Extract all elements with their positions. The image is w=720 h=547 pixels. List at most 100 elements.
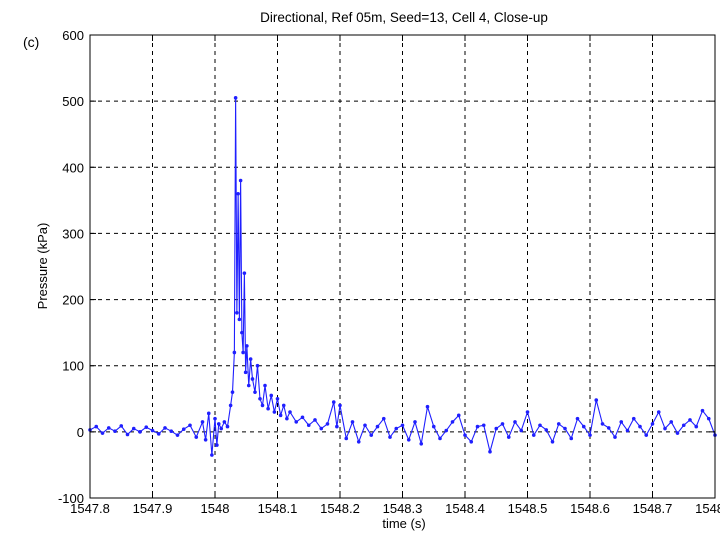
data-point xyxy=(238,178,243,183)
data-point xyxy=(100,431,105,435)
data-point xyxy=(369,433,374,437)
data-point xyxy=(258,396,262,401)
data-point xyxy=(235,311,239,315)
x-tick-label: 1548.1 xyxy=(258,501,298,516)
data-point xyxy=(194,435,199,439)
data-point xyxy=(300,415,305,420)
data-point xyxy=(215,443,219,447)
data-point xyxy=(150,428,155,433)
data-point xyxy=(250,377,255,381)
x-tick-label: 1547.9 xyxy=(133,501,173,516)
data-point xyxy=(236,191,240,196)
data-point xyxy=(606,426,611,430)
data-point xyxy=(594,398,599,402)
data-point xyxy=(248,357,253,361)
data-point xyxy=(581,424,586,429)
data-point xyxy=(681,423,686,428)
data-point xyxy=(619,420,624,424)
data-point xyxy=(563,426,567,431)
x-tick-label: 1548.7 xyxy=(633,501,673,516)
x-axis-label: time (s) xyxy=(382,516,425,531)
data-point xyxy=(419,441,424,446)
data-point xyxy=(381,416,386,421)
data-point xyxy=(356,439,361,444)
y-tick-label: -100 xyxy=(58,491,84,506)
data-point xyxy=(216,422,221,426)
data-point xyxy=(243,370,248,375)
y-tick-label: 300 xyxy=(62,226,84,241)
data-point xyxy=(106,426,111,430)
data-point xyxy=(600,422,605,426)
x-tick-label: 1548.3 xyxy=(383,501,423,516)
data-point xyxy=(119,424,124,428)
data-point xyxy=(694,424,699,429)
data-point xyxy=(335,424,339,429)
y-tick-label: 100 xyxy=(62,359,84,374)
data-point xyxy=(228,403,233,408)
data-point xyxy=(245,344,249,348)
data-point xyxy=(144,425,149,430)
data-point xyxy=(394,426,399,431)
data-point xyxy=(306,423,311,428)
data-point xyxy=(406,437,411,442)
data-point xyxy=(313,418,317,422)
data-point xyxy=(319,426,324,431)
data-point xyxy=(213,416,217,421)
data-point xyxy=(240,330,244,335)
data-point xyxy=(188,423,192,428)
x-tick-label: 1548.4 xyxy=(445,501,485,516)
data-point xyxy=(219,426,224,431)
data-point xyxy=(113,429,117,433)
data-point xyxy=(294,420,299,424)
data-point xyxy=(269,393,274,398)
x-tick-label: 1548.5 xyxy=(508,501,548,516)
data-point xyxy=(375,424,380,429)
data-point xyxy=(338,403,342,408)
data-point xyxy=(203,437,208,442)
data-point xyxy=(237,317,242,322)
data-point xyxy=(246,383,251,388)
data-point xyxy=(94,424,99,429)
data-point xyxy=(463,433,467,437)
data-point xyxy=(363,423,367,428)
data-point xyxy=(538,423,542,428)
data-point xyxy=(425,404,430,409)
data-point xyxy=(544,428,549,432)
data-point xyxy=(344,436,349,441)
data-point xyxy=(225,424,230,429)
data-point xyxy=(700,408,705,413)
data-point xyxy=(431,424,436,429)
data-point xyxy=(550,439,555,444)
data-point xyxy=(388,435,392,439)
data-point xyxy=(230,390,235,394)
data-point xyxy=(255,363,260,368)
data-series xyxy=(88,96,717,457)
y-tick-label: 500 xyxy=(62,94,84,109)
data-point xyxy=(163,426,167,430)
data-point xyxy=(169,429,174,433)
data-point xyxy=(656,410,661,414)
data-point xyxy=(125,432,130,437)
data-point xyxy=(263,383,267,388)
data-point xyxy=(450,420,455,424)
x-tick-label: 1548 xyxy=(201,501,230,516)
data-point xyxy=(266,406,270,411)
data-point xyxy=(688,418,692,422)
y-tick-label: 200 xyxy=(62,293,84,308)
data-point xyxy=(210,453,214,457)
data-point xyxy=(413,420,417,424)
data-point xyxy=(272,410,277,414)
data-point xyxy=(575,416,580,421)
data-point xyxy=(613,435,617,439)
axes xyxy=(89,34,716,499)
data-point xyxy=(156,432,161,436)
x-tick-label: 1547.8 xyxy=(70,501,110,516)
data-point xyxy=(138,430,142,434)
data-point xyxy=(706,416,711,421)
data-point xyxy=(350,420,355,424)
data-point xyxy=(506,435,511,439)
data-point xyxy=(469,439,474,444)
x-tick-label: 1548.6 xyxy=(570,501,610,516)
data-point xyxy=(588,433,592,437)
